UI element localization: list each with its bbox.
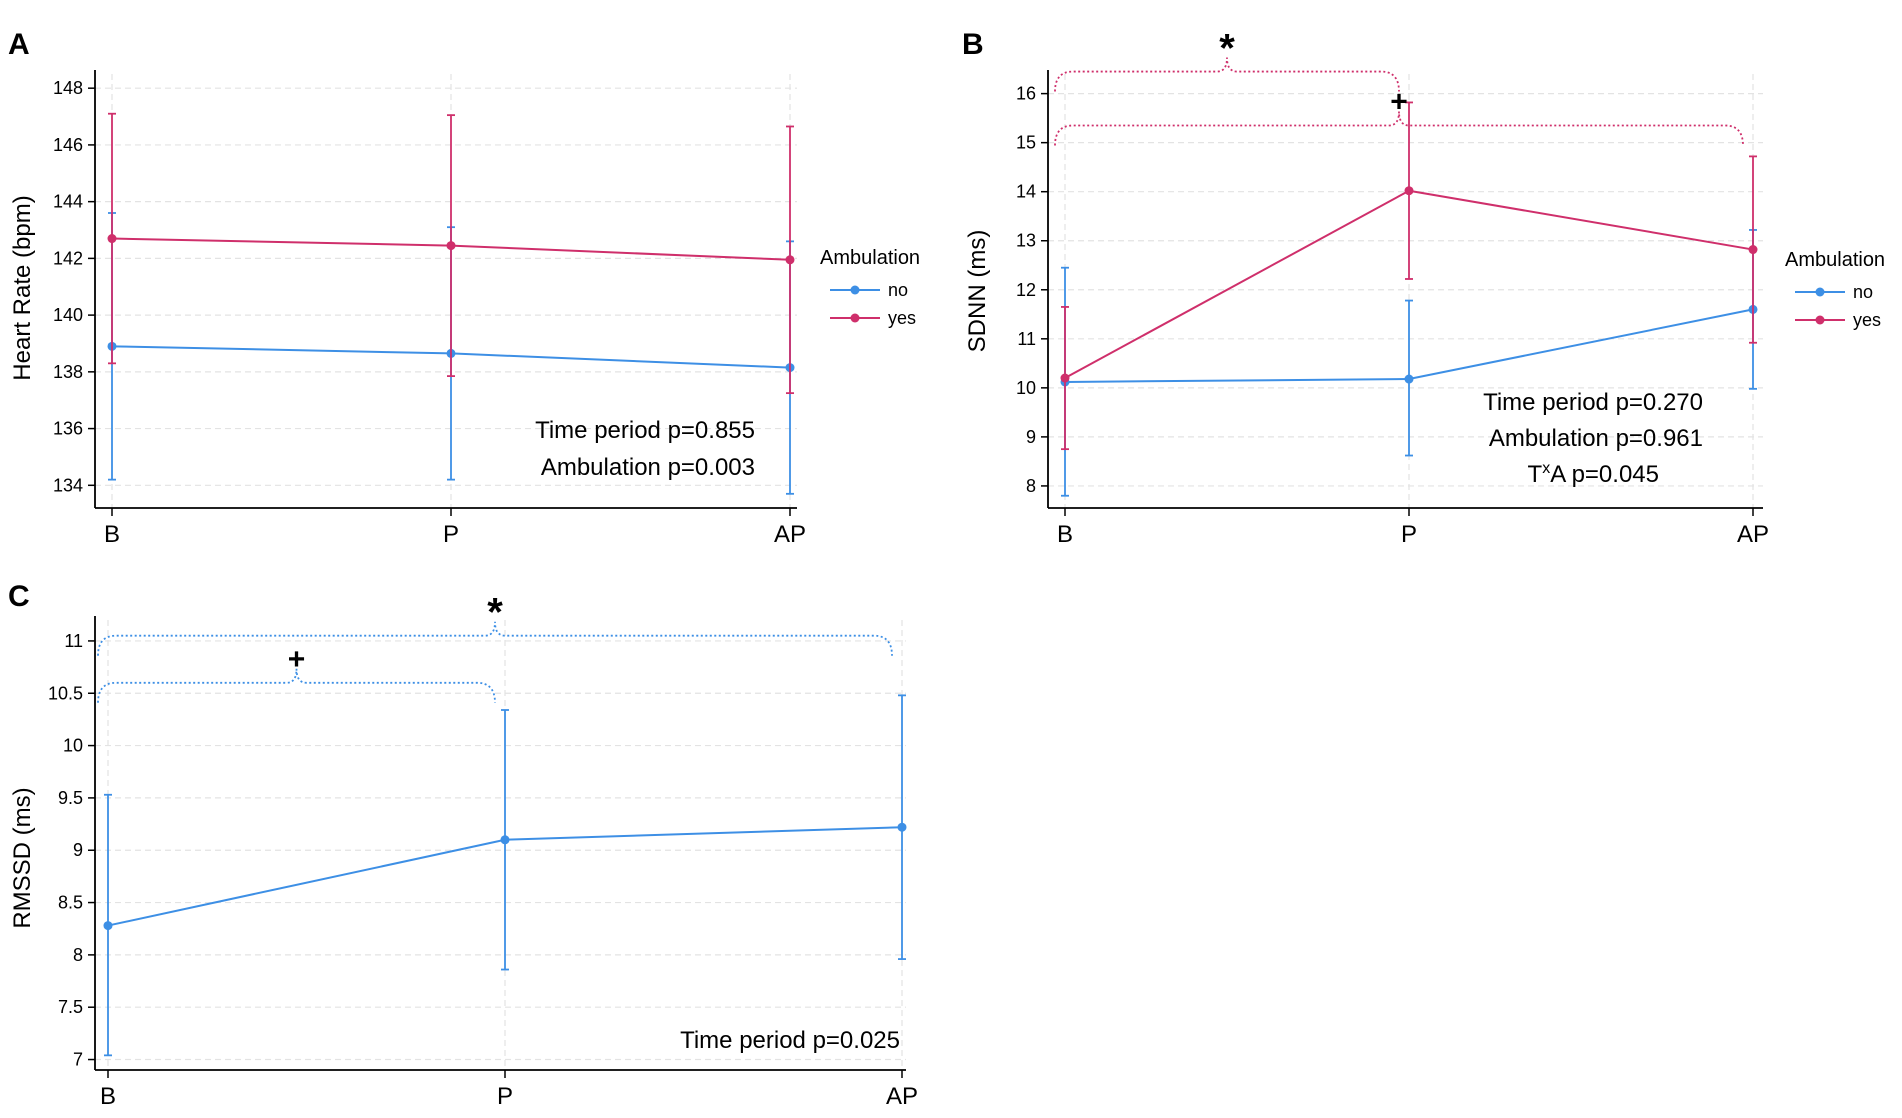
series-line-segment — [1064, 378, 1410, 383]
series-yes — [1060, 101, 1758, 451]
stat-annotation: Time period p=0.025 — [680, 1027, 900, 1054]
series-line-segment — [111, 237, 452, 247]
data-point — [103, 921, 113, 931]
legend-title: Ambulation — [820, 247, 920, 269]
y-tick-label: 8.5 — [58, 893, 83, 913]
significance-bracket: * — [97, 591, 893, 656]
series-line-segment — [107, 838, 506, 927]
y-tick-label: 146 — [53, 135, 83, 155]
y-tick-label: 134 — [53, 475, 83, 495]
series-no — [103, 694, 907, 1057]
y-tick-label: 144 — [53, 192, 83, 212]
stat-annotation: Ambulation p=0.003 — [541, 454, 755, 481]
y-tick-label: 13 — [1016, 231, 1036, 251]
legend-swatch-marker — [850, 313, 860, 323]
x-tick-label: B — [104, 521, 120, 548]
panel-c: C 7 7.5 8 8.5 9 9.5 10 10.5 11 B P AP RMSSD (ms) * + Tim… — [8, 580, 918, 1110]
series-line-segment — [450, 244, 791, 261]
legend-label: no — [888, 280, 908, 300]
series-line-segment — [1408, 189, 1754, 251]
series-line-segment — [1064, 189, 1410, 379]
y-tick-label: 12 — [1016, 280, 1036, 300]
significance-asterisk: * — [1219, 27, 1235, 71]
significance-plus: + — [1390, 85, 1408, 118]
data-point — [1748, 245, 1758, 255]
bracket-line — [97, 668, 496, 703]
y-tick-label: 8 — [73, 945, 83, 965]
y-tick-label: 15 — [1016, 133, 1036, 153]
data-point — [446, 241, 456, 251]
legend-label: no — [1853, 282, 1873, 302]
y-axis-label: RMSSD (ms) — [9, 787, 36, 928]
x-tick-label: P — [1401, 521, 1417, 548]
x-tick-label: AP — [886, 1083, 918, 1110]
y-tick-label: 9 — [1026, 427, 1036, 447]
panel-letter: A — [8, 28, 30, 61]
y-tick-label: 8 — [1026, 476, 1036, 496]
legend-swatch-marker — [1815, 287, 1825, 297]
data-point — [1404, 186, 1414, 196]
data-point — [897, 822, 907, 832]
bracket-line — [97, 621, 893, 656]
series-line-segment — [111, 345, 452, 355]
y-tick-label: 7 — [73, 1050, 83, 1070]
y-tick-label: 148 — [53, 78, 83, 98]
data-point — [500, 835, 510, 845]
series-line-segment — [504, 826, 903, 841]
y-tick-label: 11 — [1017, 329, 1036, 349]
y-tick-label: 136 — [53, 419, 83, 439]
y-tick-label: 11 — [64, 631, 83, 651]
y-tick-label: 10 — [1016, 378, 1036, 398]
panel-letter: C — [8, 580, 30, 613]
stat-annotation-interaction: TxA p=0.045 — [1528, 460, 1659, 488]
x-tick-label: B — [1057, 521, 1073, 548]
legend-swatch-marker — [1815, 315, 1825, 325]
significance-plus: + — [288, 643, 306, 676]
panel-letter: B — [962, 28, 984, 61]
data-point — [1404, 374, 1414, 384]
y-tick-label: 7.5 — [58, 997, 83, 1017]
y-tick-label: 10.5 — [48, 683, 83, 703]
y-axis-label: SDNN (ms) — [964, 230, 991, 353]
stat-annotation: Ambulation p=0.961 — [1489, 425, 1703, 452]
series-line-segment — [1408, 308, 1754, 381]
data-point — [785, 255, 795, 265]
legend: Ambulation no yes — [1785, 249, 1885, 330]
x-tick-label: P — [497, 1083, 513, 1110]
y-tick-label: 14 — [1016, 182, 1036, 202]
y-tick-label: 9 — [73, 840, 83, 860]
legend-label: yes — [888, 308, 916, 328]
legend: Ambulation no yes — [820, 247, 920, 328]
y-tick-label: 142 — [53, 248, 83, 268]
x-tick-label: AP — [774, 521, 806, 548]
significance-bracket: + — [97, 643, 496, 703]
y-axis-label: Heart Rate (bpm) — [9, 195, 36, 380]
legend-swatch-marker — [850, 285, 860, 295]
y-tick-label: 16 — [1016, 84, 1036, 104]
data-point — [1060, 373, 1070, 383]
x-tick-label: B — [100, 1083, 116, 1110]
x-tick-label: P — [443, 521, 459, 548]
legend-label: yes — [1853, 310, 1881, 330]
stat-annotation: Time period p=0.855 — [535, 417, 755, 444]
y-tick-label: 140 — [53, 305, 83, 325]
panel-a: A 134 136 138 140 142 144 146 148 B P AP Heart Rate … — [8, 28, 920, 548]
significance-bracket: * — [1054, 27, 1400, 92]
y-tick-label: 10 — [63, 736, 83, 756]
data-point — [107, 234, 117, 244]
series-line-segment — [450, 352, 791, 369]
y-tick-label: 138 — [53, 362, 83, 382]
stat-annotation: Time period p=0.270 — [1483, 389, 1703, 416]
y-tick-label: 9.5 — [58, 788, 83, 808]
bracket-line — [1054, 57, 1400, 92]
x-tick-label: AP — [1737, 521, 1769, 548]
panel-b: B 8 9 10 11 12 13 14 15 16 B P AP SDNN (ms) * + Time per… — [962, 27, 1885, 548]
series-yes — [107, 112, 795, 395]
legend-title: Ambulation — [1785, 249, 1885, 271]
significance-asterisk: * — [487, 591, 503, 635]
significance-bracket: + — [1054, 85, 1744, 146]
bracket-line — [1054, 111, 1744, 146]
